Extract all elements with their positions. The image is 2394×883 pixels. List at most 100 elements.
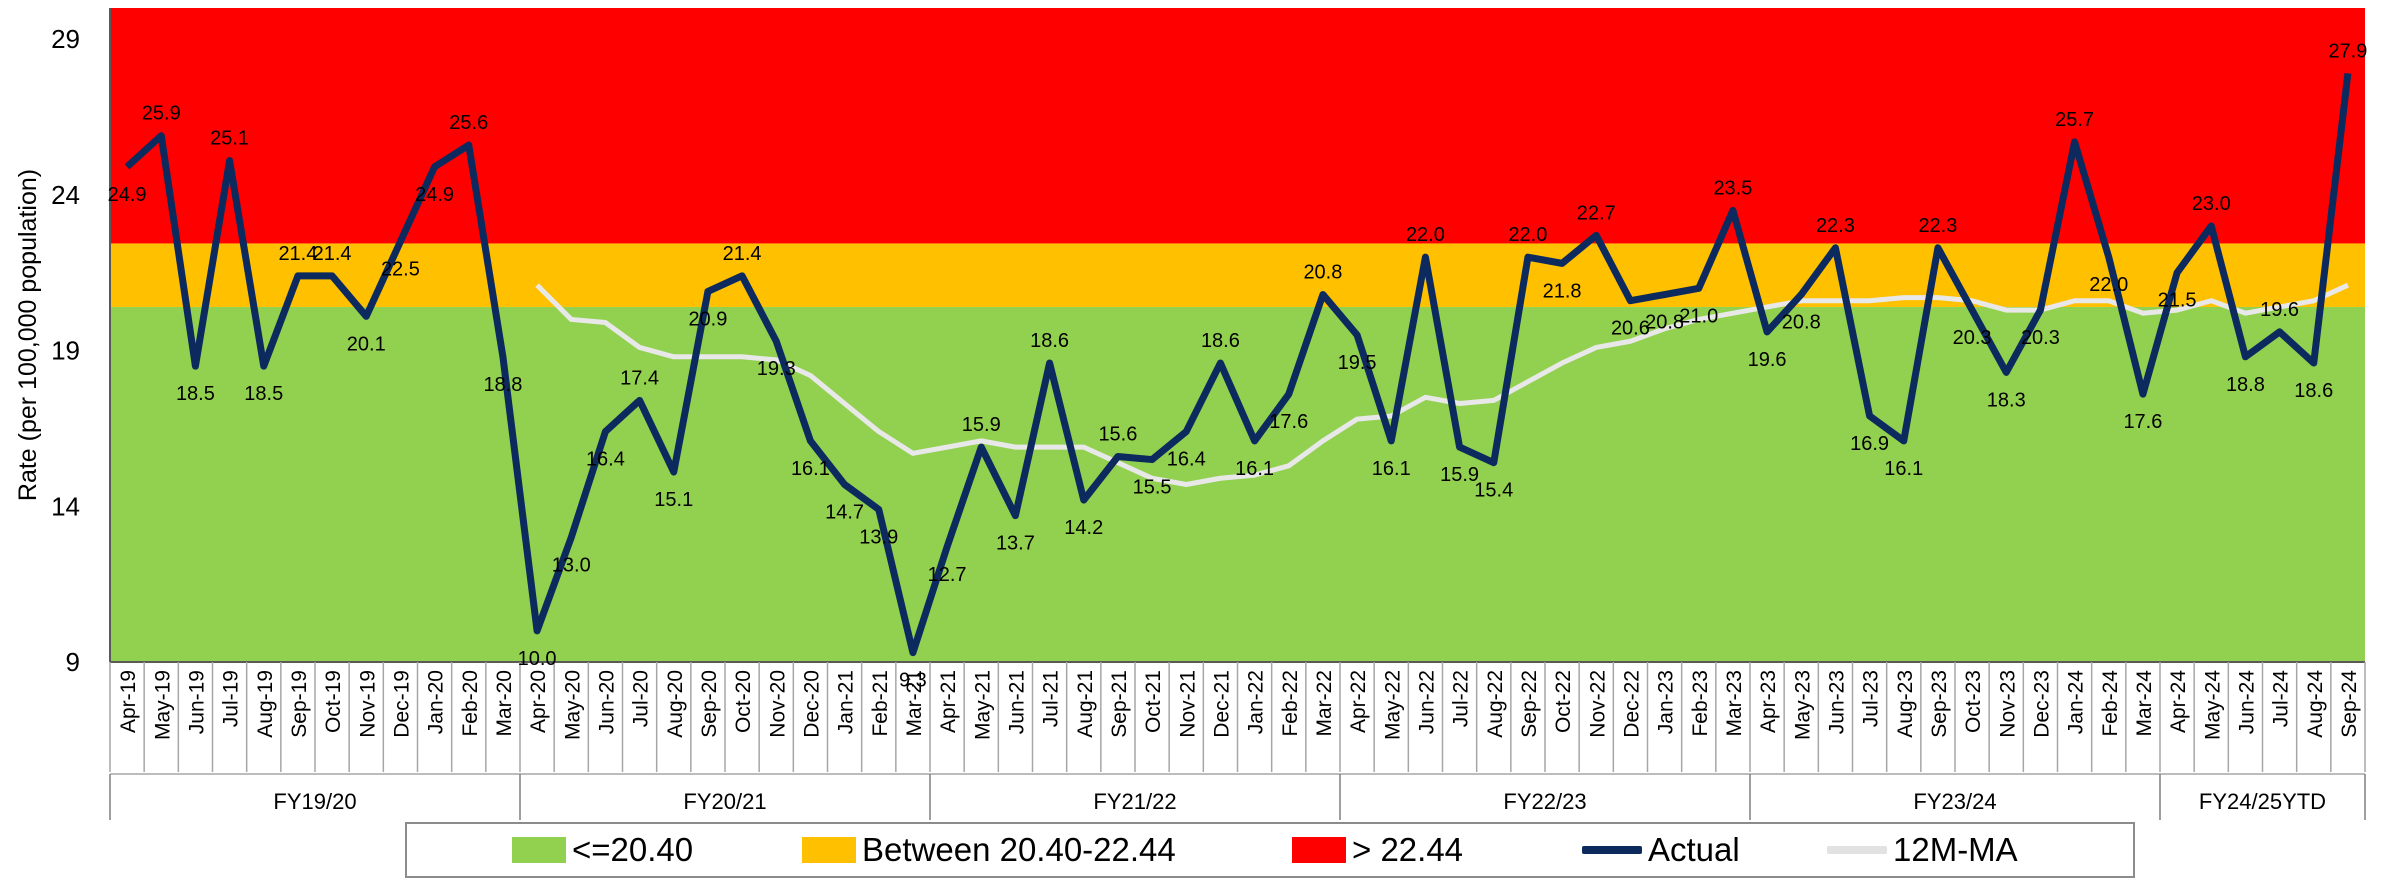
- data-label: 24.9: [415, 184, 454, 206]
- x-tick-label: Apr-23: [1757, 670, 1780, 733]
- x-tick-label: Feb-20: [459, 670, 482, 737]
- x-tick-label: Nov-22: [1586, 670, 1609, 738]
- x-tick-label: Apr-21: [937, 670, 960, 733]
- data-label: 17.6: [1269, 411, 1308, 433]
- x-tick-label: Jul-23: [1860, 670, 1883, 727]
- x-tick-label: Feb-22: [1279, 670, 1302, 737]
- x-tick-label: May-23: [1791, 670, 1814, 740]
- legend-swatch-amber: [802, 837, 856, 863]
- legend-item-amber: Between 20.40-22.44: [802, 824, 1176, 876]
- data-label: 18.8: [483, 374, 522, 396]
- x-tick-label: Oct-23: [1962, 670, 1985, 733]
- data-label: 21.8: [1543, 280, 1582, 302]
- x-tick-label: Oct-22: [1552, 670, 1575, 733]
- data-label: 16.9: [1850, 433, 1889, 455]
- x-tick-label: May-21: [971, 670, 994, 740]
- data-label: 19.5: [1338, 352, 1377, 374]
- data-label: 25.7: [2055, 109, 2094, 131]
- data-label: 25.6: [449, 112, 488, 134]
- x-tick-label: May-24: [2201, 670, 2224, 740]
- y-tick-label: 24: [51, 180, 80, 210]
- legend-item-ma: 12M-MA: [1827, 824, 2018, 876]
- x-tick-label: Aug-24: [2304, 670, 2327, 738]
- data-label: 22.5: [381, 259, 420, 281]
- data-label: 20.1: [347, 333, 386, 355]
- group-label: FY24/25YTD: [2199, 789, 2326, 814]
- data-label: 20.3: [2021, 327, 2060, 349]
- data-label: 25.1: [210, 128, 249, 150]
- group-label: FY20/21: [683, 789, 766, 814]
- data-label: 12.7: [928, 564, 967, 586]
- data-label: 13.7: [996, 533, 1035, 555]
- x-tick-label: Mar-20: [493, 670, 516, 737]
- data-label: 22.0: [1406, 224, 1445, 246]
- data-label: 10.0: [518, 648, 557, 670]
- series-line-actual: [124, 72, 2352, 657]
- data-label: 19.6: [1748, 349, 1787, 371]
- x-tick-label: Jun-19: [185, 670, 208, 734]
- x-tick-label: Jul-20: [630, 670, 653, 727]
- data-label: 14.2: [1064, 517, 1103, 539]
- x-tick-label: Jan-24: [2065, 670, 2088, 735]
- y-tick-label: 9: [66, 647, 80, 677]
- data-label: 17.6: [2123, 411, 2162, 433]
- data-label: 20.8: [1303, 262, 1342, 284]
- legend-label-ma: 12M-MA: [1893, 831, 2018, 868]
- x-tick-label: Jul-21: [1040, 670, 1063, 727]
- x-tick-label: Dec-21: [1210, 670, 1233, 738]
- data-label: 15.1: [654, 489, 693, 511]
- legend-label-actual: Actual: [1648, 831, 1740, 868]
- data-label: 16.4: [586, 449, 625, 471]
- x-tick-label: Mar-24: [2133, 670, 2156, 737]
- band-1: [110, 243, 2365, 307]
- data-label: 19.3: [757, 358, 796, 380]
- x-tick-label: Jan-23: [1655, 670, 1678, 734]
- x-tick-label: Apr-19: [117, 670, 140, 733]
- series-line-ma: [535, 282, 2349, 487]
- x-tick-label: Sep-24: [2338, 670, 2361, 738]
- group-label: FY19/20: [273, 789, 356, 814]
- x-tick-label: Jun-21: [1005, 670, 1028, 734]
- x-tick-label: Aug-19: [254, 670, 277, 738]
- legend-line-actual: [1582, 846, 1642, 854]
- data-label: 24.9: [108, 184, 147, 206]
- data-label: 21.5: [2158, 290, 2197, 312]
- x-tick-label: May-20: [561, 670, 584, 740]
- data-label: 13.9: [859, 526, 898, 548]
- data-label: 19.6: [2260, 299, 2299, 321]
- data-label: 15.4: [1474, 480, 1513, 502]
- legend-item-red: > 22.44: [1292, 824, 1463, 876]
- data-label: 21.4: [278, 243, 317, 265]
- legend-swatch-green: [512, 837, 566, 863]
- legend-label-red: > 22.44: [1352, 831, 1464, 868]
- legend-item-green: <=20.40: [512, 824, 693, 876]
- x-tick-label: Mar-22: [1313, 670, 1336, 737]
- legend-item-actual: Actual: [1582, 824, 1740, 876]
- x-tick-label: Dec-23: [2030, 670, 2053, 738]
- legend-label-amber: Between 20.40-22.44: [862, 831, 1176, 868]
- legend-label-green: <=20.40: [572, 831, 694, 868]
- data-label: 18.6: [1030, 330, 1069, 352]
- data-label: 18.5: [176, 383, 215, 405]
- x-tick-label: Sep-23: [1928, 670, 1951, 738]
- x-tick-label: Oct-20: [732, 670, 755, 733]
- x-tick-label: Jun-23: [1825, 670, 1848, 734]
- data-label: 16.1: [791, 458, 830, 480]
- x-tick-label: Dec-20: [800, 670, 823, 738]
- data-label: 18.3: [1987, 389, 2026, 411]
- data-label: 15.5: [1133, 477, 1172, 499]
- x-tick-label: Apr-24: [2167, 670, 2190, 733]
- x-tick-label: Sep-22: [1518, 670, 1541, 738]
- x-tick-label: Sep-19: [288, 670, 311, 738]
- line-chart: 9 14 19 24 29 Rate (per 100,000 population) Ap…: [14, 8, 2367, 822]
- x-tick-label: Jan-22: [1245, 670, 1268, 734]
- x-tick-label: Nov-23: [1996, 670, 2019, 738]
- data-label: 21.0: [1679, 305, 1718, 327]
- group-label: FY22/23: [1503, 789, 1586, 814]
- data-label: 20.3: [1953, 327, 1992, 349]
- x-tick-label: Apr-22: [1347, 670, 1370, 733]
- band-2: [110, 8, 2365, 244]
- legend-line-ma: [1827, 846, 1887, 854]
- x-tick-label: Dec-22: [1620, 670, 1643, 738]
